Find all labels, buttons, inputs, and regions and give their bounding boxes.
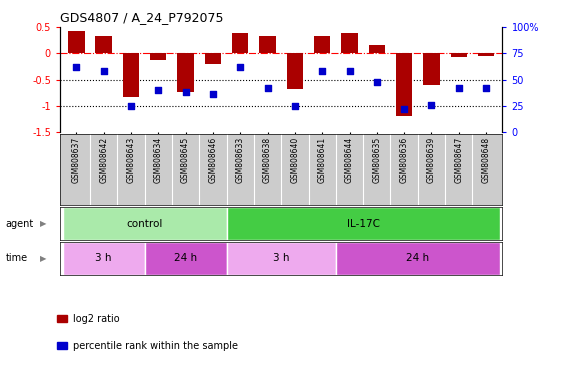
Text: GSM808641: GSM808641 bbox=[317, 137, 327, 183]
Point bbox=[481, 85, 490, 91]
Text: agent: agent bbox=[6, 218, 34, 229]
Text: IL-17C: IL-17C bbox=[347, 218, 380, 229]
Text: GDS4807 / A_24_P792075: GDS4807 / A_24_P792075 bbox=[60, 11, 223, 24]
Bar bbox=[451, 53, 467, 57]
Bar bbox=[123, 53, 139, 96]
Bar bbox=[287, 53, 303, 89]
Text: ▶: ▶ bbox=[39, 254, 46, 263]
Bar bbox=[150, 53, 167, 60]
Bar bbox=[227, 242, 336, 275]
Bar bbox=[232, 33, 248, 53]
Text: GSM808645: GSM808645 bbox=[181, 137, 190, 183]
Bar bbox=[396, 53, 412, 116]
Point bbox=[236, 64, 245, 70]
Text: 3 h: 3 h bbox=[95, 253, 112, 263]
Bar bbox=[314, 36, 331, 53]
Text: GSM808643: GSM808643 bbox=[127, 137, 135, 183]
Text: 24 h: 24 h bbox=[406, 253, 429, 263]
Point bbox=[427, 102, 436, 108]
Bar bbox=[205, 53, 221, 64]
Text: GSM808642: GSM808642 bbox=[99, 137, 108, 183]
Bar bbox=[259, 36, 276, 53]
Point bbox=[317, 68, 327, 74]
Text: GSM808648: GSM808648 bbox=[481, 137, 490, 183]
Bar bbox=[178, 53, 194, 92]
Point bbox=[372, 79, 381, 85]
Text: ▶: ▶ bbox=[39, 219, 46, 228]
Bar bbox=[478, 53, 494, 56]
Bar bbox=[68, 31, 85, 53]
Text: GSM808646: GSM808646 bbox=[208, 137, 218, 183]
Point bbox=[454, 85, 463, 91]
Text: GSM808640: GSM808640 bbox=[291, 137, 299, 183]
Text: 3 h: 3 h bbox=[273, 253, 289, 263]
Point bbox=[99, 68, 108, 74]
Text: log2 ratio: log2 ratio bbox=[73, 314, 120, 324]
Bar bbox=[63, 207, 227, 240]
Text: GSM808636: GSM808636 bbox=[400, 137, 409, 183]
Bar bbox=[227, 207, 500, 240]
Text: GSM808638: GSM808638 bbox=[263, 137, 272, 183]
Text: GSM808634: GSM808634 bbox=[154, 137, 163, 183]
Point bbox=[154, 87, 163, 93]
Text: percentile rank within the sample: percentile rank within the sample bbox=[73, 341, 238, 351]
Text: 24 h: 24 h bbox=[174, 253, 197, 263]
Text: time: time bbox=[6, 253, 28, 263]
Text: GSM808647: GSM808647 bbox=[455, 137, 463, 183]
Point bbox=[345, 68, 354, 74]
Bar bbox=[369, 45, 385, 53]
Bar bbox=[95, 36, 112, 53]
Point bbox=[400, 106, 409, 112]
Bar bbox=[423, 53, 440, 85]
Point bbox=[263, 85, 272, 91]
Text: GSM808637: GSM808637 bbox=[72, 137, 81, 183]
Text: GSM808644: GSM808644 bbox=[345, 137, 354, 183]
Point bbox=[290, 103, 299, 109]
Bar bbox=[144, 242, 227, 275]
Bar bbox=[341, 33, 357, 53]
Bar bbox=[63, 242, 144, 275]
Point bbox=[208, 91, 218, 98]
Point bbox=[126, 103, 135, 109]
Point bbox=[72, 64, 81, 70]
Point bbox=[181, 89, 190, 95]
Text: GSM808635: GSM808635 bbox=[372, 137, 381, 183]
Text: control: control bbox=[126, 218, 163, 229]
Text: GSM808633: GSM808633 bbox=[236, 137, 245, 183]
Bar bbox=[336, 242, 500, 275]
Text: GSM808639: GSM808639 bbox=[427, 137, 436, 183]
